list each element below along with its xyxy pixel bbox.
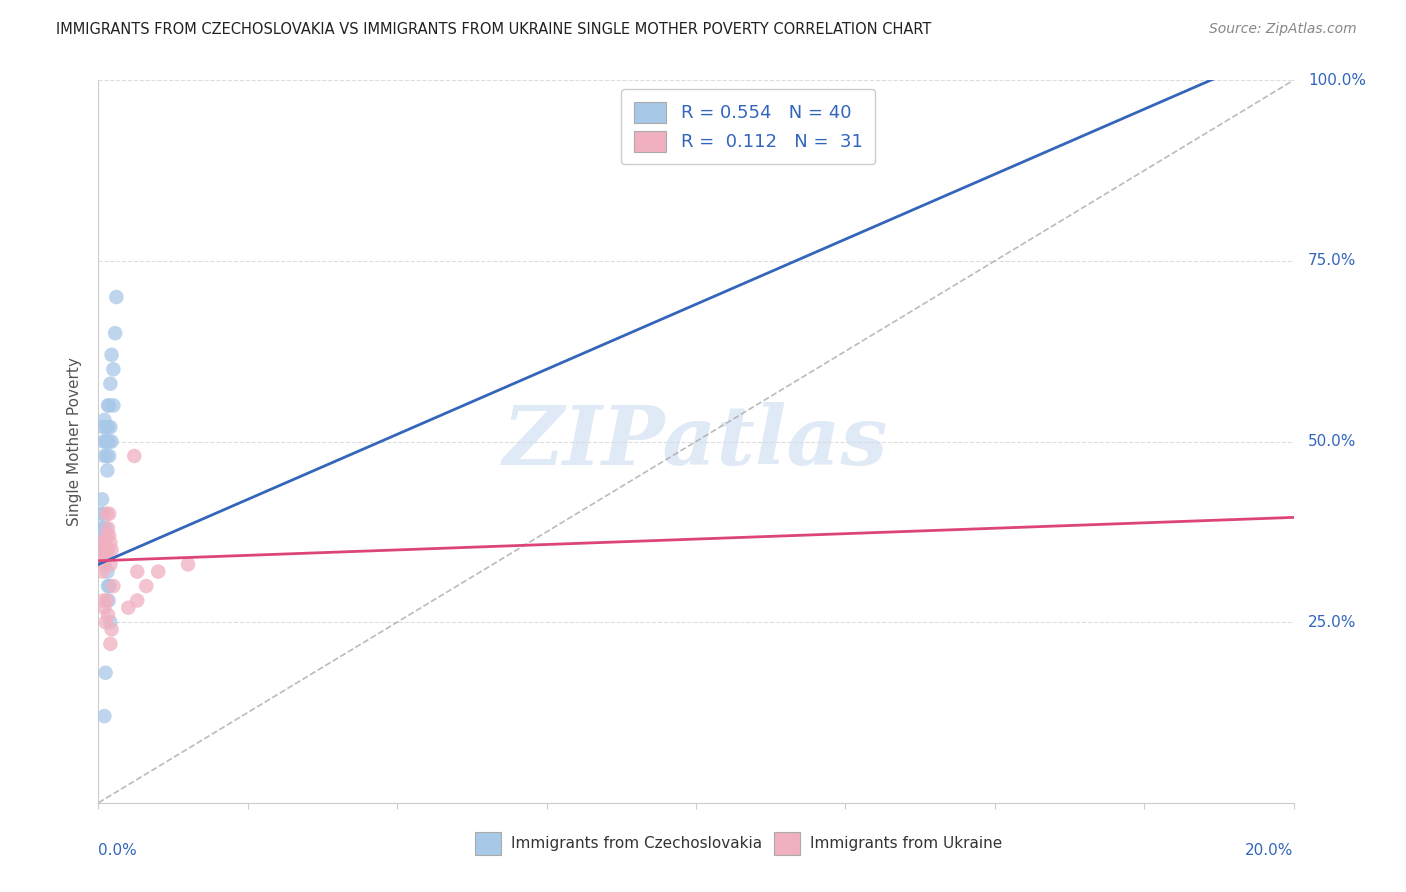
Point xyxy=(148,565,170,579)
Text: 50.0%: 50.0% xyxy=(1308,434,1357,449)
Point xyxy=(98,535,122,549)
Point xyxy=(97,542,120,557)
FancyBboxPatch shape xyxy=(773,831,800,855)
Point xyxy=(98,615,122,630)
Point xyxy=(93,535,115,549)
Point xyxy=(97,398,120,412)
Point xyxy=(94,521,117,535)
Point xyxy=(93,413,115,427)
Point xyxy=(96,507,118,521)
Point xyxy=(105,290,128,304)
Point xyxy=(93,600,115,615)
Point xyxy=(98,528,121,542)
Point xyxy=(98,507,121,521)
Legend: R = 0.554   N = 40, R =  0.112   N =  31: R = 0.554 N = 40, R = 0.112 N = 31 xyxy=(621,89,876,164)
Point xyxy=(93,542,115,557)
Point xyxy=(97,420,120,434)
Point xyxy=(177,558,200,572)
Text: Source: ZipAtlas.com: Source: ZipAtlas.com xyxy=(1209,22,1357,37)
Point xyxy=(96,542,118,557)
Point xyxy=(94,434,117,449)
Text: Immigrants from Czechoslovakia: Immigrants from Czechoslovakia xyxy=(510,836,762,851)
Point xyxy=(97,521,120,535)
Point xyxy=(96,449,118,463)
Point xyxy=(93,709,115,723)
Point xyxy=(127,593,149,607)
Point xyxy=(93,558,115,572)
Point xyxy=(90,507,112,521)
FancyBboxPatch shape xyxy=(475,831,501,855)
Point xyxy=(96,420,118,434)
Point xyxy=(91,420,114,434)
Text: 0.0%: 0.0% xyxy=(98,843,138,857)
Point xyxy=(98,376,122,391)
Point xyxy=(93,449,115,463)
Point xyxy=(91,521,114,535)
Point xyxy=(96,593,118,607)
Point xyxy=(96,434,118,449)
Point xyxy=(94,550,117,565)
Point xyxy=(91,535,114,549)
Point xyxy=(98,637,122,651)
Point xyxy=(91,593,114,607)
Point xyxy=(100,434,122,449)
Point xyxy=(103,398,125,412)
Point xyxy=(103,579,125,593)
Point xyxy=(98,434,121,449)
Point xyxy=(94,665,117,680)
Text: 75.0%: 75.0% xyxy=(1308,253,1357,268)
Point xyxy=(98,420,122,434)
Point xyxy=(91,492,114,507)
Point xyxy=(98,398,121,412)
Text: 25.0%: 25.0% xyxy=(1308,615,1357,630)
Point xyxy=(104,326,127,340)
Point xyxy=(91,542,114,557)
Y-axis label: Single Mother Poverty: Single Mother Poverty xyxy=(67,357,83,526)
Point xyxy=(124,449,146,463)
Point xyxy=(97,607,120,622)
Point xyxy=(100,348,122,362)
Text: 20.0%: 20.0% xyxy=(1246,843,1294,857)
Point xyxy=(98,449,121,463)
Point xyxy=(117,600,139,615)
Point xyxy=(91,521,114,535)
Point xyxy=(103,362,125,376)
Point xyxy=(91,550,114,565)
Point xyxy=(93,434,115,449)
Point xyxy=(91,507,114,521)
Point xyxy=(91,565,114,579)
Text: ZIPatlas: ZIPatlas xyxy=(503,401,889,482)
Point xyxy=(98,558,122,572)
Point xyxy=(97,593,120,607)
Point xyxy=(97,579,120,593)
Point xyxy=(96,565,118,579)
Text: Immigrants from Ukraine: Immigrants from Ukraine xyxy=(810,836,1001,851)
Point xyxy=(93,528,115,542)
Point xyxy=(96,528,118,542)
Point xyxy=(90,542,112,557)
Point xyxy=(135,579,157,593)
Point xyxy=(94,615,117,630)
Point xyxy=(98,579,121,593)
Point xyxy=(100,542,122,557)
Text: 100.0%: 100.0% xyxy=(1308,73,1365,87)
Text: IMMIGRANTS FROM CZECHOSLOVAKIA VS IMMIGRANTS FROM UKRAINE SINGLE MOTHER POVERTY : IMMIGRANTS FROM CZECHOSLOVAKIA VS IMMIGR… xyxy=(56,22,932,37)
Point xyxy=(90,535,112,549)
Point xyxy=(100,623,122,637)
Point xyxy=(96,463,118,477)
Point xyxy=(127,565,149,579)
